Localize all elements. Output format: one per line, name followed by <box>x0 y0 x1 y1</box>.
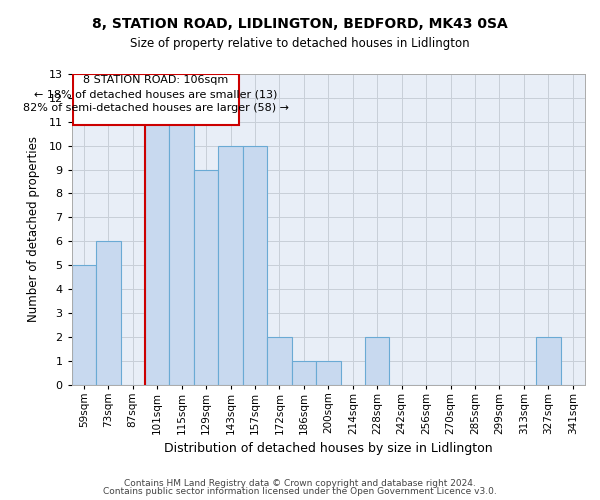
Text: 8 STATION ROAD: 106sqm
← 18% of detached houses are smaller (13)
82% of semi-det: 8 STATION ROAD: 106sqm ← 18% of detached… <box>23 75 289 113</box>
FancyBboxPatch shape <box>73 74 239 126</box>
Bar <box>292 360 316 384</box>
Bar <box>218 146 243 384</box>
Bar <box>536 337 560 384</box>
Bar <box>316 360 341 384</box>
Y-axis label: Number of detached properties: Number of detached properties <box>27 136 40 322</box>
X-axis label: Distribution of detached houses by size in Lidlington: Distribution of detached houses by size … <box>164 442 493 455</box>
Bar <box>96 241 121 384</box>
Bar <box>145 122 169 384</box>
Bar <box>243 146 267 384</box>
Bar <box>169 122 194 384</box>
Bar <box>194 170 218 384</box>
Bar <box>267 337 292 384</box>
Bar <box>365 337 389 384</box>
Text: Contains public sector information licensed under the Open Government Licence v3: Contains public sector information licen… <box>103 487 497 496</box>
Text: Size of property relative to detached houses in Lidlington: Size of property relative to detached ho… <box>130 38 470 51</box>
Text: 8, STATION ROAD, LIDLINGTON, BEDFORD, MK43 0SA: 8, STATION ROAD, LIDLINGTON, BEDFORD, MK… <box>92 18 508 32</box>
Bar <box>71 265 96 384</box>
Text: Contains HM Land Registry data © Crown copyright and database right 2024.: Contains HM Land Registry data © Crown c… <box>124 478 476 488</box>
